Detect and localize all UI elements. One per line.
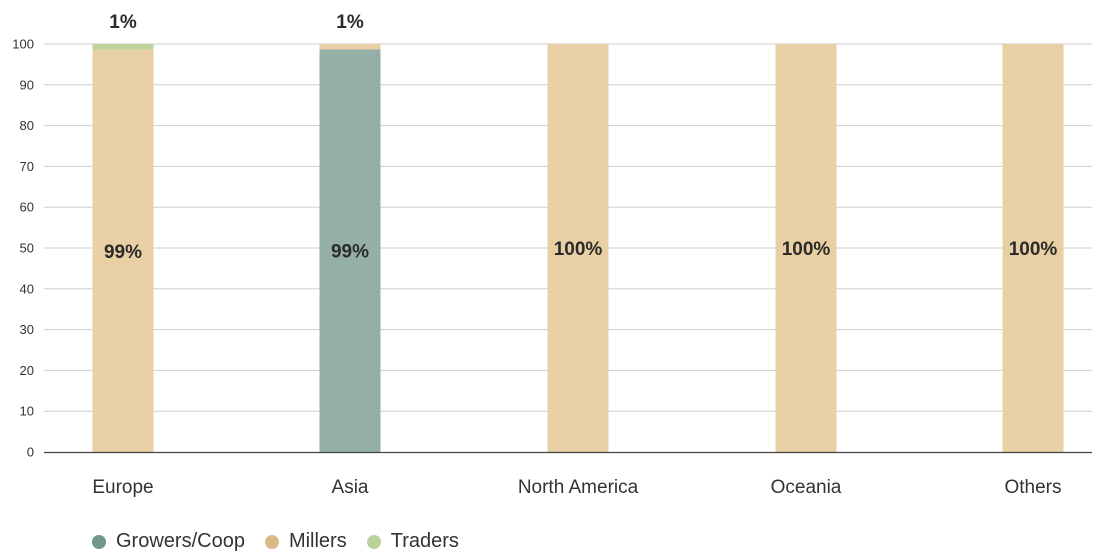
y-tick-label: 20 (20, 363, 34, 378)
data-label: 99% (331, 242, 369, 263)
x-category-label: Oceania (771, 477, 842, 498)
data-label: 99% (104, 242, 142, 263)
y-tick-label: 90 (20, 77, 34, 92)
y-tick-label: 10 (20, 404, 34, 419)
y-axis: 0 10 20 30 40 50 60 70 80 90 100 (12, 37, 34, 460)
y-tick-label: 30 (20, 322, 34, 337)
x-category-label: Others (1004, 477, 1061, 498)
legend-marker-icon (92, 534, 106, 549)
data-label: 100% (554, 239, 603, 260)
bars (92, 44, 1064, 452)
x-category-label: Europe (92, 477, 153, 498)
bar-others-millers (1002, 44, 1064, 452)
bar-asia-growers-coop (319, 49, 381, 452)
legend-item: Millers (264, 530, 347, 553)
bar-north-america-millers (547, 44, 609, 452)
y-tick-label: 60 (20, 200, 34, 215)
data-label: 1% (336, 12, 364, 33)
legend-marker-icon (264, 534, 279, 549)
x-axis: Europe Asia North America Oceania Others (44, 451, 1092, 498)
x-category-label: North America (518, 477, 639, 498)
bar-europe-millers (92, 49, 154, 452)
legend-label: Millers (288, 530, 347, 552)
chart: 0 10 20 30 40 50 60 70 80 90 100 99% 1% 99% 1% 100% 100… (12, 12, 1092, 498)
legend-marker-icon (366, 534, 381, 549)
bar-asia-millers (319, 44, 381, 50)
data-label: 1% (109, 12, 137, 33)
legend: Growers/Coop Millers Traders (92, 530, 479, 553)
y-tick-label: 50 (20, 241, 34, 256)
y-tick-label: 0 (27, 445, 34, 460)
legend-item: Traders (366, 530, 459, 553)
legend-item: Growers/Coop (92, 530, 245, 553)
bar-europe-traders (92, 44, 154, 50)
legend-label: Traders (390, 530, 459, 552)
data-label: 100% (782, 239, 831, 260)
y-tick-label: 100 (12, 37, 34, 52)
y-tick-label: 40 (20, 281, 34, 296)
data-label: 100% (1009, 239, 1058, 260)
y-tick-label: 80 (20, 118, 34, 133)
legend-label: Growers/Coop (116, 530, 245, 552)
x-category-label: Asia (332, 477, 369, 498)
bar-oceania-millers (775, 44, 837, 452)
y-tick-label: 70 (20, 159, 34, 174)
data-labels: 99% 1% 99% 1% 100% 100% 100% (104, 12, 1057, 263)
